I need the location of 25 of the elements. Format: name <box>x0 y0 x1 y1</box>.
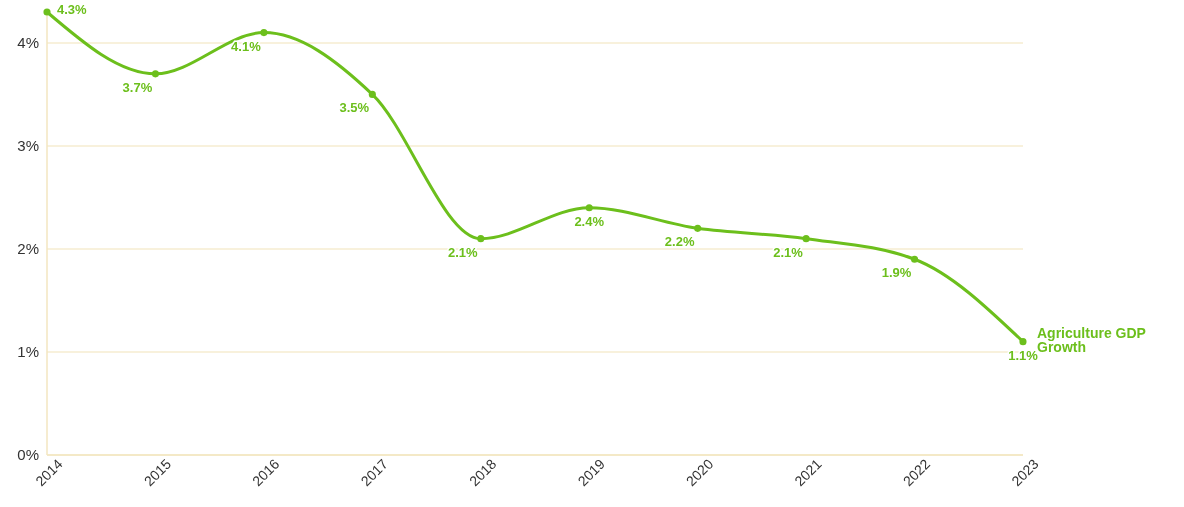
point <box>43 8 51 16</box>
data-label: 2.2% <box>664 234 695 250</box>
data-label: 3.7% <box>122 79 153 95</box>
data-label: 1.9% <box>881 265 912 281</box>
y-tick-label: 2% <box>17 240 39 258</box>
y-tick-label: 1% <box>17 343 39 361</box>
series-label: Agriculture GDP Growth <box>1037 324 1146 355</box>
point <box>368 90 376 98</box>
point <box>260 29 268 37</box>
point <box>802 235 810 243</box>
data-label: 2.4% <box>574 213 605 229</box>
y-tick-label: 4% <box>17 34 39 52</box>
data-label: 2.1% <box>447 244 479 260</box>
data-label: 4.1% <box>231 38 262 54</box>
data-label: 4.3% <box>57 2 88 17</box>
point <box>477 235 485 243</box>
data-label: 2.1% <box>773 244 804 260</box>
point <box>694 224 702 232</box>
point <box>1019 338 1027 346</box>
point <box>910 255 919 263</box>
point <box>585 204 593 212</box>
y-tick-label: 3% <box>17 137 39 155</box>
point <box>151 70 160 78</box>
data-label: 3.5% <box>339 100 370 116</box>
y-tick-label: 0% <box>17 446 39 464</box>
